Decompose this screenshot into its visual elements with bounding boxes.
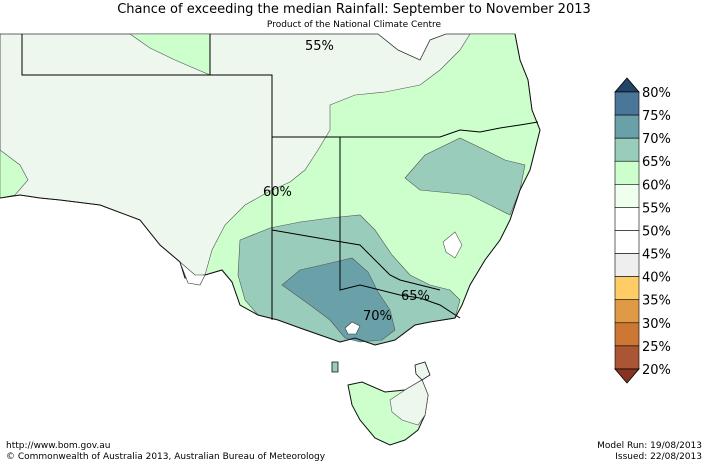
- legend-swatch: [614, 160, 640, 185]
- legend-label: 35%: [642, 294, 671, 309]
- legend-label: 50%: [642, 224, 671, 239]
- footer-url[interactable]: http://www.bom.gov.au: [6, 441, 111, 451]
- legend-label: 45%: [642, 248, 671, 263]
- coastline: [0, 33, 541, 346]
- land-green-northwest: [129, 33, 211, 76]
- legend-swatch: [614, 230, 640, 254]
- legend-label: 80%: [642, 86, 671, 101]
- port-phillip-bay: [344, 321, 361, 335]
- legend-label: 55%: [642, 201, 671, 216]
- footer-issued: Issued: 22/08/2013: [615, 452, 702, 462]
- gulf-detail: [179, 261, 206, 286]
- map-label-60: 60%: [263, 185, 292, 200]
- legend-swatch: [614, 345, 640, 370]
- legend-swatch: [614, 184, 640, 208]
- legend-swatch: [614, 91, 640, 116]
- footer-left: http://www.bom.gov.au © Commonwealth of …: [6, 441, 325, 463]
- legend-swatch: [614, 299, 640, 324]
- land-green-west: [0, 149, 29, 199]
- tasmania-pale-zone: [389, 379, 429, 426]
- footer-copyright: © Commonwealth of Australia 2013, Austra…: [6, 452, 326, 462]
- king-island: [331, 361, 339, 373]
- legend-label: 75%: [642, 109, 671, 124]
- legend-label: 20%: [642, 363, 671, 378]
- legend-label: 40%: [642, 271, 671, 286]
- land-dark-teal-zone: [281, 257, 396, 343]
- legend-swatch: [614, 207, 640, 231]
- legend-swatch: [614, 253, 640, 277]
- page-title: Chance of exceeding the median Rainfall:…: [117, 2, 591, 17]
- map-label-65: 65%: [401, 289, 430, 304]
- legend-swatch: [614, 137, 640, 162]
- flinders-island: [414, 361, 431, 381]
- footer-model-run: Model Run: 19/08/2013: [597, 441, 702, 451]
- legend-swatch: [614, 276, 640, 301]
- enclave: [442, 231, 463, 259]
- map-label-55: 55%: [305, 39, 334, 54]
- state-borders: [21, 34, 539, 320]
- map-label-70: 70%: [363, 309, 392, 324]
- legend-swatch: [614, 114, 640, 139]
- legend-label: 65%: [642, 155, 671, 170]
- legend: 80% 75% 70% 65% 60% 55% 50% 45% 40% 35% 30% 25% 20%: [614, 77, 671, 384]
- page-subtitle: Product of the National Climate Centre: [266, 20, 442, 30]
- tasmania: [331, 361, 431, 446]
- legend-swatch: [614, 322, 640, 347]
- mainland: [0, 33, 541, 346]
- legend-label: 70%: [642, 132, 671, 147]
- legend-arrow-top: [614, 77, 640, 93]
- legend-arrow-bottom: [614, 368, 640, 384]
- footer-right: Model Run: 19/08/2013 Issued: 22/08/2013: [597, 441, 702, 463]
- legend-label: 60%: [642, 178, 671, 193]
- legend-label: 25%: [642, 340, 671, 355]
- legend-label: 30%: [642, 317, 671, 332]
